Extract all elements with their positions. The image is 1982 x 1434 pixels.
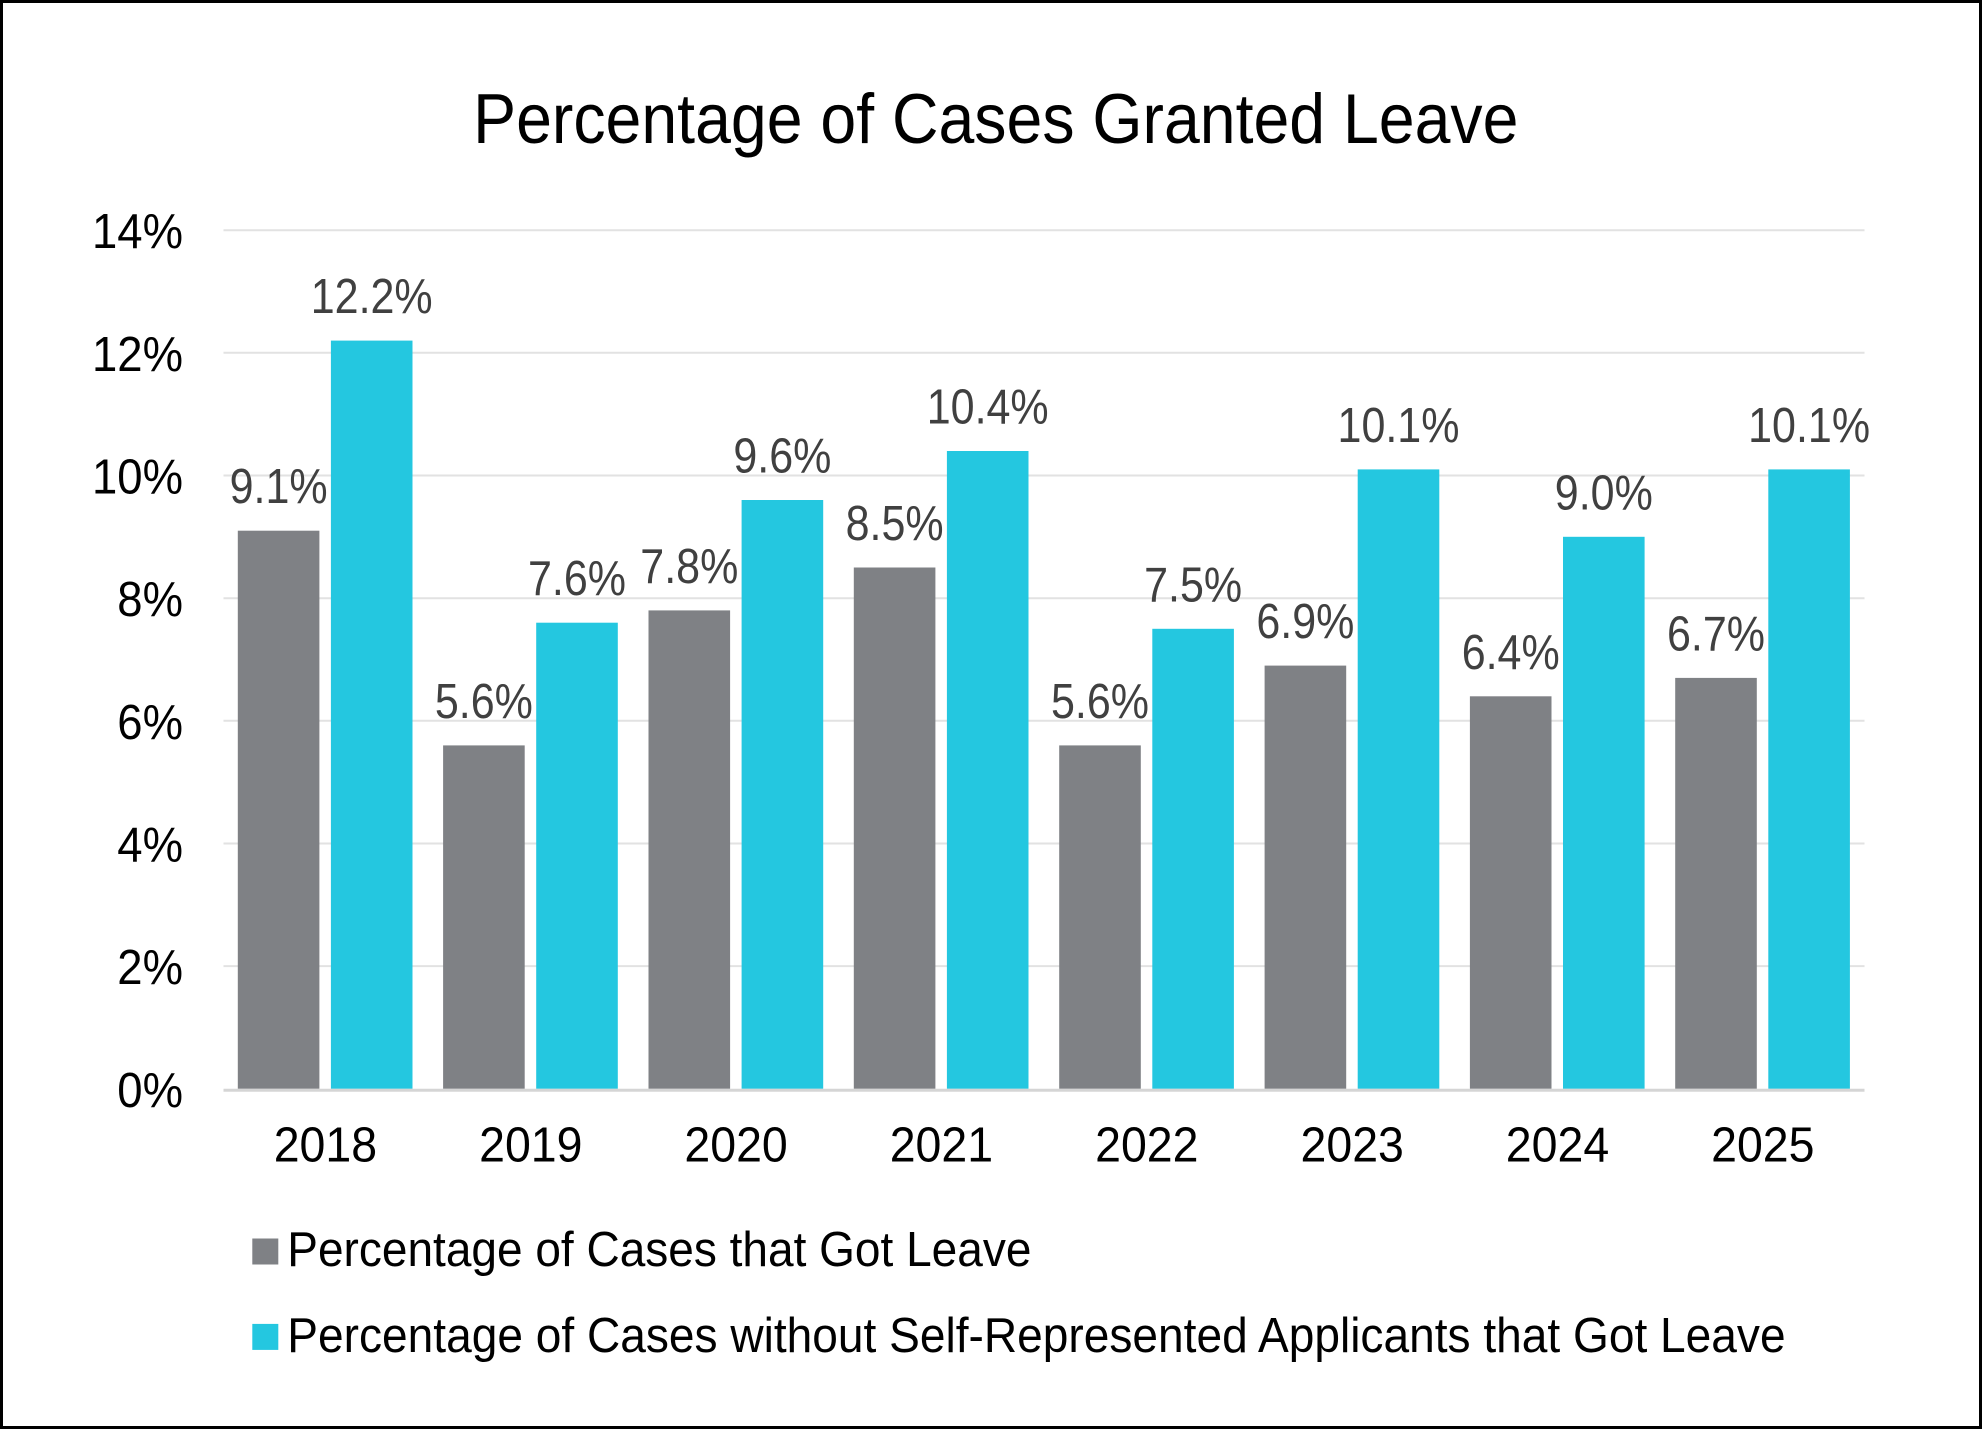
svg-text:6.7%: 6.7% [1667, 606, 1765, 661]
svg-text:2%: 2% [117, 940, 183, 995]
svg-text:2018: 2018 [274, 1118, 377, 1173]
svg-text:4%: 4% [117, 818, 183, 873]
svg-text:2024: 2024 [1506, 1118, 1609, 1173]
svg-text:8.5%: 8.5% [846, 496, 944, 551]
svg-text:9.1%: 9.1% [230, 459, 328, 514]
svg-text:Percentage of Cases without Se: Percentage of Cases without Self-Represe… [287, 1308, 1785, 1363]
svg-text:10%: 10% [92, 450, 183, 505]
svg-text:8%: 8% [117, 572, 183, 627]
svg-text:7.5%: 7.5% [1144, 557, 1242, 612]
svg-text:Percentage of Cases Granted Le: Percentage of Cases Granted Leave [473, 79, 1518, 158]
svg-text:0%: 0% [117, 1063, 183, 1118]
svg-text:6.4%: 6.4% [1462, 625, 1560, 680]
svg-text:6.9%: 6.9% [1256, 594, 1354, 649]
svg-text:9.0%: 9.0% [1555, 465, 1653, 520]
svg-text:2023: 2023 [1301, 1118, 1404, 1173]
svg-text:5.6%: 5.6% [1051, 674, 1149, 729]
svg-text:2025: 2025 [1711, 1118, 1814, 1173]
svg-text:2022: 2022 [1095, 1118, 1198, 1173]
svg-text:5.6%: 5.6% [435, 674, 533, 729]
svg-text:10.4%: 10.4% [927, 380, 1049, 435]
svg-text:14%: 14% [92, 204, 183, 259]
svg-text:7.6%: 7.6% [528, 551, 626, 606]
svg-text:2019: 2019 [479, 1118, 582, 1173]
svg-text:12%: 12% [92, 327, 183, 382]
svg-text:10.1%: 10.1% [1748, 398, 1870, 453]
svg-text:2020: 2020 [684, 1118, 787, 1173]
svg-text:2021: 2021 [890, 1118, 993, 1173]
svg-text:6%: 6% [117, 695, 183, 750]
svg-text:9.6%: 9.6% [733, 429, 831, 484]
svg-text:12.2%: 12.2% [311, 269, 433, 324]
svg-text:7.8%: 7.8% [640, 539, 738, 594]
svg-text:10.1%: 10.1% [1338, 398, 1460, 453]
svg-text:Percentage of Cases that Got L: Percentage of Cases that Got Leave [287, 1222, 1031, 1277]
